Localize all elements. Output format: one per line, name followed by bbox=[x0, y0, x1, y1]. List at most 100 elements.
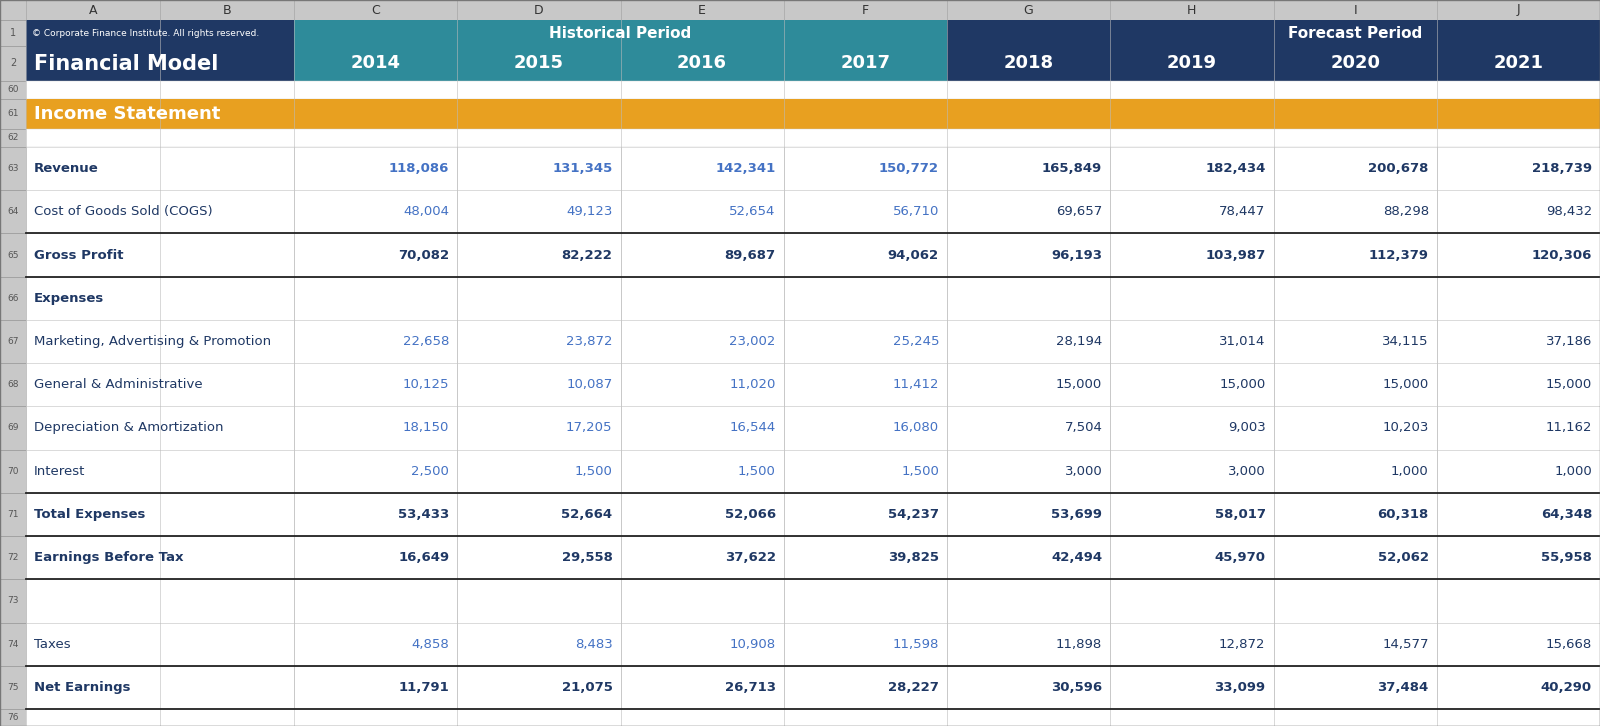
Bar bbox=[1110, 622, 1274, 666]
Text: 7,504: 7,504 bbox=[1064, 422, 1102, 434]
Text: 62: 62 bbox=[8, 134, 19, 142]
Bar bbox=[784, 407, 947, 449]
Bar bbox=[26, 536, 294, 579]
Text: 89,687: 89,687 bbox=[725, 248, 776, 261]
Text: Net Earnings: Net Earnings bbox=[34, 681, 131, 694]
Text: Marketing, Advertising & Promotion: Marketing, Advertising & Promotion bbox=[34, 335, 270, 348]
Text: 33,099: 33,099 bbox=[1214, 681, 1266, 694]
Text: 2014: 2014 bbox=[350, 54, 400, 73]
Text: 37,622: 37,622 bbox=[725, 551, 776, 564]
Bar bbox=[1437, 190, 1600, 234]
Text: 165,849: 165,849 bbox=[1042, 162, 1102, 175]
Bar bbox=[26, 81, 1600, 99]
Bar bbox=[784, 363, 947, 407]
Text: 1,000: 1,000 bbox=[1390, 465, 1429, 478]
Text: 37,484: 37,484 bbox=[1378, 681, 1429, 694]
Bar bbox=[621, 147, 784, 190]
Bar bbox=[621, 190, 784, 234]
Text: C: C bbox=[371, 4, 381, 17]
Text: 4,858: 4,858 bbox=[411, 637, 450, 650]
Bar bbox=[26, 99, 1600, 129]
Text: 65: 65 bbox=[8, 250, 19, 260]
Text: 60: 60 bbox=[8, 86, 19, 94]
Bar bbox=[1274, 449, 1437, 493]
Text: 28,194: 28,194 bbox=[1056, 335, 1102, 348]
Text: 78,447: 78,447 bbox=[1219, 205, 1266, 219]
Bar bbox=[1274, 493, 1437, 536]
Bar bbox=[1274, 147, 1437, 190]
Text: 11,020: 11,020 bbox=[730, 378, 776, 391]
Bar bbox=[0, 277, 26, 320]
Bar bbox=[1274, 234, 1437, 277]
Bar bbox=[0, 234, 26, 277]
Bar bbox=[1437, 666, 1600, 709]
Text: 48,004: 48,004 bbox=[403, 205, 450, 219]
Text: Taxes: Taxes bbox=[34, 637, 70, 650]
Bar bbox=[294, 493, 458, 536]
Bar bbox=[26, 449, 294, 493]
Bar bbox=[1274, 190, 1437, 234]
Bar bbox=[294, 147, 458, 190]
Bar bbox=[1274, 622, 1437, 666]
Bar bbox=[621, 622, 784, 666]
Bar bbox=[458, 190, 621, 234]
Text: 10,087: 10,087 bbox=[566, 378, 613, 391]
Text: Interest: Interest bbox=[34, 465, 85, 478]
Bar bbox=[26, 493, 294, 536]
Text: 12,872: 12,872 bbox=[1219, 637, 1266, 650]
Bar bbox=[621, 363, 784, 407]
Text: 2016: 2016 bbox=[677, 54, 726, 73]
Text: 15,000: 15,000 bbox=[1219, 378, 1266, 391]
Bar bbox=[294, 190, 458, 234]
Bar bbox=[26, 320, 294, 363]
Text: Financial Model: Financial Model bbox=[34, 54, 218, 73]
Bar bbox=[1437, 579, 1600, 622]
Bar bbox=[26, 622, 294, 666]
Bar bbox=[458, 363, 621, 407]
Bar bbox=[0, 190, 26, 234]
Text: 142,341: 142,341 bbox=[715, 162, 776, 175]
Bar bbox=[294, 320, 458, 363]
Text: Gross Profit: Gross Profit bbox=[34, 248, 123, 261]
Text: 10,125: 10,125 bbox=[403, 378, 450, 391]
Bar bbox=[0, 81, 26, 99]
Bar bbox=[1110, 363, 1274, 407]
Text: Income Statement: Income Statement bbox=[34, 105, 221, 123]
Bar bbox=[947, 147, 1110, 190]
Text: 42,494: 42,494 bbox=[1051, 551, 1102, 564]
Text: 98,432: 98,432 bbox=[1546, 205, 1592, 219]
Bar bbox=[458, 579, 621, 622]
Bar bbox=[947, 622, 1110, 666]
Bar bbox=[947, 493, 1110, 536]
Text: 11,412: 11,412 bbox=[893, 378, 939, 391]
Text: 96,193: 96,193 bbox=[1051, 248, 1102, 261]
Bar bbox=[0, 622, 26, 666]
Bar bbox=[1274, 320, 1437, 363]
Bar bbox=[458, 407, 621, 449]
Bar bbox=[1110, 320, 1274, 363]
Text: 30,596: 30,596 bbox=[1051, 681, 1102, 694]
Bar bbox=[0, 666, 26, 709]
Bar bbox=[1437, 622, 1600, 666]
Bar bbox=[947, 20, 1110, 46]
Bar bbox=[621, 407, 784, 449]
Text: 2: 2 bbox=[10, 59, 16, 68]
Text: 37,186: 37,186 bbox=[1546, 335, 1592, 348]
Text: 17,205: 17,205 bbox=[566, 422, 613, 434]
Text: 28,227: 28,227 bbox=[888, 681, 939, 694]
Bar bbox=[621, 0, 784, 20]
Text: 66: 66 bbox=[8, 294, 19, 303]
Bar bbox=[1110, 0, 1274, 20]
Bar bbox=[294, 0, 458, 20]
Text: 34,115: 34,115 bbox=[1382, 335, 1429, 348]
Bar bbox=[160, 0, 294, 20]
Text: 64: 64 bbox=[8, 208, 19, 216]
Text: 68: 68 bbox=[8, 380, 19, 389]
Text: 1: 1 bbox=[10, 28, 16, 38]
Text: 22,658: 22,658 bbox=[403, 335, 450, 348]
Text: 15,000: 15,000 bbox=[1546, 378, 1592, 391]
Bar bbox=[1110, 449, 1274, 493]
Text: 10,203: 10,203 bbox=[1382, 422, 1429, 434]
Text: G: G bbox=[1024, 4, 1034, 17]
Bar bbox=[621, 449, 784, 493]
